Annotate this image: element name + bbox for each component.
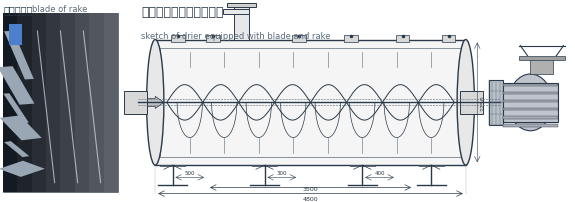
Bar: [530, 59, 553, 75]
Ellipse shape: [457, 40, 474, 165]
Bar: [160, 165, 185, 166]
Bar: [124, 92, 147, 114]
Text: 抄板式耙叶: 抄板式耙叶: [3, 5, 33, 15]
Ellipse shape: [147, 40, 164, 165]
Bar: [171, 36, 185, 42]
Text: sketch of drier equipped with blade and rake: sketch of drier equipped with blade and …: [141, 32, 331, 41]
Text: 桨叶式耙式干燥机示意图: 桨叶式耙式干燥机示意图: [141, 6, 223, 19]
Text: 300: 300: [277, 170, 287, 176]
Text: 500: 500: [185, 170, 195, 176]
Bar: [32, 14, 46, 192]
Text: 1250: 1250: [480, 95, 485, 111]
Bar: [17, 14, 32, 192]
Bar: [503, 100, 558, 103]
Bar: [252, 165, 277, 166]
Bar: [344, 36, 358, 42]
Bar: [60, 14, 75, 192]
FancyArrow shape: [0, 116, 41, 141]
Bar: [442, 36, 455, 42]
Bar: [350, 165, 375, 166]
Bar: [503, 92, 558, 95]
Bar: [227, 4, 256, 8]
Bar: [3, 14, 17, 192]
Text: 3500: 3500: [302, 187, 319, 191]
Bar: [489, 81, 503, 125]
Bar: [75, 14, 89, 192]
Bar: [223, 10, 248, 15]
Bar: [3, 14, 118, 192]
Bar: [155, 40, 466, 165]
Text: blade of rake: blade of rake: [32, 5, 87, 14]
FancyArrow shape: [0, 67, 34, 105]
Bar: [46, 14, 60, 192]
Bar: [89, 14, 104, 192]
Bar: [503, 117, 558, 119]
FancyArrow shape: [132, 97, 164, 109]
FancyArrow shape: [4, 32, 34, 80]
Bar: [160, 48, 461, 157]
Bar: [396, 36, 409, 42]
Bar: [503, 84, 558, 87]
Bar: [419, 165, 444, 166]
Bar: [292, 36, 306, 42]
Text: 4800: 4800: [302, 196, 319, 201]
Bar: [9, 25, 22, 46]
Bar: [503, 125, 558, 127]
FancyArrow shape: [3, 94, 29, 123]
Bar: [503, 83, 558, 123]
Bar: [235, 4, 248, 40]
Bar: [519, 57, 565, 61]
Ellipse shape: [508, 75, 552, 131]
Bar: [104, 14, 118, 192]
Bar: [503, 108, 558, 111]
FancyArrow shape: [0, 161, 45, 177]
Bar: [460, 92, 483, 114]
Text: 400: 400: [374, 170, 385, 176]
FancyArrow shape: [4, 141, 29, 157]
Bar: [206, 36, 220, 42]
